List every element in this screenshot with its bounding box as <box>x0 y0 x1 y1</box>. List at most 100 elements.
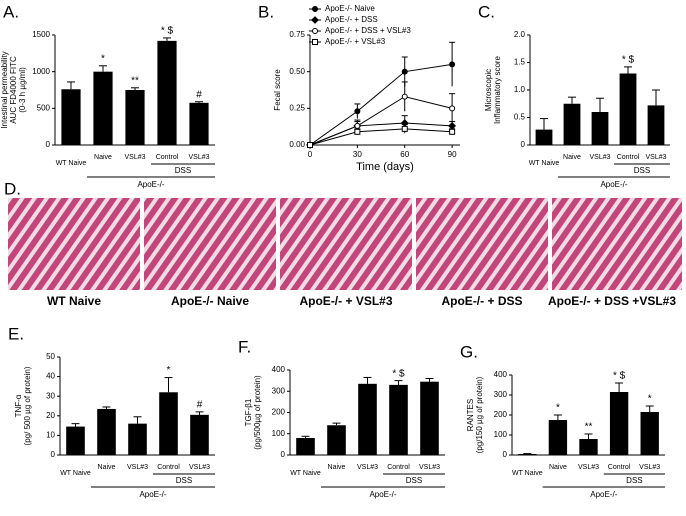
y-tick-label: 0.25 <box>289 103 305 112</box>
legend-label: ApoE-/- + DSS + VSL#3 <box>325 26 411 35</box>
annotation: * <box>101 53 105 64</box>
bar <box>157 40 177 145</box>
x-tick-label: WT Naive <box>529 160 560 167</box>
caption: ApoE-/- + DSS +VSL#3 <box>548 294 676 308</box>
marker <box>401 93 408 100</box>
line <box>309 96 453 146</box>
group-label: DSS <box>175 166 191 175</box>
x-tick-label: WT Naive <box>512 470 543 477</box>
marker <box>312 6 318 12</box>
y-tick-label: 50 <box>46 352 55 361</box>
group-label: ApoE-/- <box>369 490 396 499</box>
x-tick-label: Naive <box>98 464 116 471</box>
x-tick-label: VSL#3 <box>188 154 209 161</box>
x-tick-label: Control <box>157 464 180 471</box>
y-axis-label: (pg/ 500 µg of protein) <box>23 366 32 445</box>
annotation: # <box>197 400 203 411</box>
marker <box>354 128 361 135</box>
y-axis-label: RANTES <box>466 399 475 431</box>
x-tick-label: WT Naive <box>56 160 87 167</box>
y-tick-label: 300 <box>494 390 508 399</box>
y-tick-label: 0.00 <box>289 140 305 149</box>
bar <box>128 423 147 455</box>
histology-image <box>280 198 412 290</box>
y-tick-label: 300 <box>272 386 286 395</box>
x-tick-label: VSL#3 <box>645 154 666 161</box>
x-tick-label: Naive <box>563 154 581 161</box>
bar <box>97 408 116 455</box>
y-tick-label: 0 <box>46 140 51 149</box>
y-axis-label: Fecal score <box>273 69 282 111</box>
x-tick-label: Control <box>617 154 640 161</box>
bar <box>93 71 113 145</box>
caption: ApoE-/- + DSS <box>441 294 522 308</box>
x-tick-label: Naive <box>549 464 567 471</box>
y-tick-label: 1500 <box>32 30 50 39</box>
bar <box>548 420 568 455</box>
histology-image <box>552 198 682 290</box>
bar <box>563 103 581 145</box>
bar <box>389 384 408 455</box>
panel-title: E. <box>8 324 24 343</box>
annotation: * $ <box>613 371 626 382</box>
panel-title: C. <box>478 2 495 21</box>
caption: WT Naive <box>47 294 101 308</box>
y-tick-label: 2.0 <box>514 30 526 39</box>
x-axis-label: Time (days) <box>356 161 414 173</box>
group-label: ApoE-/- <box>139 490 166 499</box>
annotation: * <box>167 365 171 376</box>
x-tick-label: VSL#3 <box>419 464 440 471</box>
y-axis-label: Inflammatory score <box>493 55 502 124</box>
x-tick-label: VSL#3 <box>589 154 610 161</box>
legend-label: ApoE-/- Naive <box>325 4 375 13</box>
annotation: ** <box>131 75 139 86</box>
x-tick-label: VSL#3 <box>578 464 599 471</box>
panel-title: B. <box>258 2 274 21</box>
marker <box>448 122 457 130</box>
y-tick-label: 100 <box>494 430 508 439</box>
bar <box>579 439 598 455</box>
panel-title: G. <box>460 342 478 361</box>
y-tick-label: 40 <box>46 372 55 381</box>
y-tick-label: 1.0 <box>514 85 526 94</box>
y-axis-label: (0-3 h µg/ml) <box>18 67 27 113</box>
legend-label: ApoE-/- + DSS <box>325 15 378 24</box>
group-label: DSS <box>176 476 192 485</box>
y-axis-label: TGF-β1 <box>244 398 253 426</box>
x-tick-label: 90 <box>448 150 457 159</box>
marker <box>312 28 318 34</box>
marker <box>449 128 456 135</box>
group-label: ApoE-/- <box>590 490 617 499</box>
bar <box>619 73 637 145</box>
panel-title: F. <box>238 337 251 356</box>
y-tick-label: 100 <box>272 429 286 438</box>
marker <box>354 108 361 115</box>
y-tick-label: 0.50 <box>289 67 305 76</box>
bar <box>189 102 209 145</box>
x-tick-label: 60 <box>400 150 409 159</box>
line <box>309 122 453 146</box>
x-tick-label: VSL#3 <box>127 464 148 471</box>
bar <box>640 412 659 455</box>
bar <box>358 383 377 455</box>
y-tick-label: 0 <box>51 450 56 459</box>
annotation: * $ <box>622 55 635 66</box>
histology-image <box>416 198 548 290</box>
y-tick-label: 0.5 <box>514 113 526 122</box>
y-axis-label: AUC FD4000 FITC <box>9 56 18 124</box>
y-tick-label: 1.5 <box>514 58 526 67</box>
bar <box>61 89 81 145</box>
bar <box>647 105 665 145</box>
x-tick-label: Control <box>608 464 631 471</box>
y-axis-label: Intestinal permeability <box>0 51 9 128</box>
annotation: * <box>648 394 652 405</box>
caption: ApoE-/- + VSL#3 <box>299 294 392 308</box>
line <box>309 128 453 146</box>
bar <box>609 392 629 455</box>
y-tick-label: 30 <box>46 391 55 400</box>
annotation: * <box>556 403 560 414</box>
bar <box>66 426 85 455</box>
group-label: DSS <box>406 476 422 485</box>
x-tick-label: VSL#3 <box>124 154 145 161</box>
